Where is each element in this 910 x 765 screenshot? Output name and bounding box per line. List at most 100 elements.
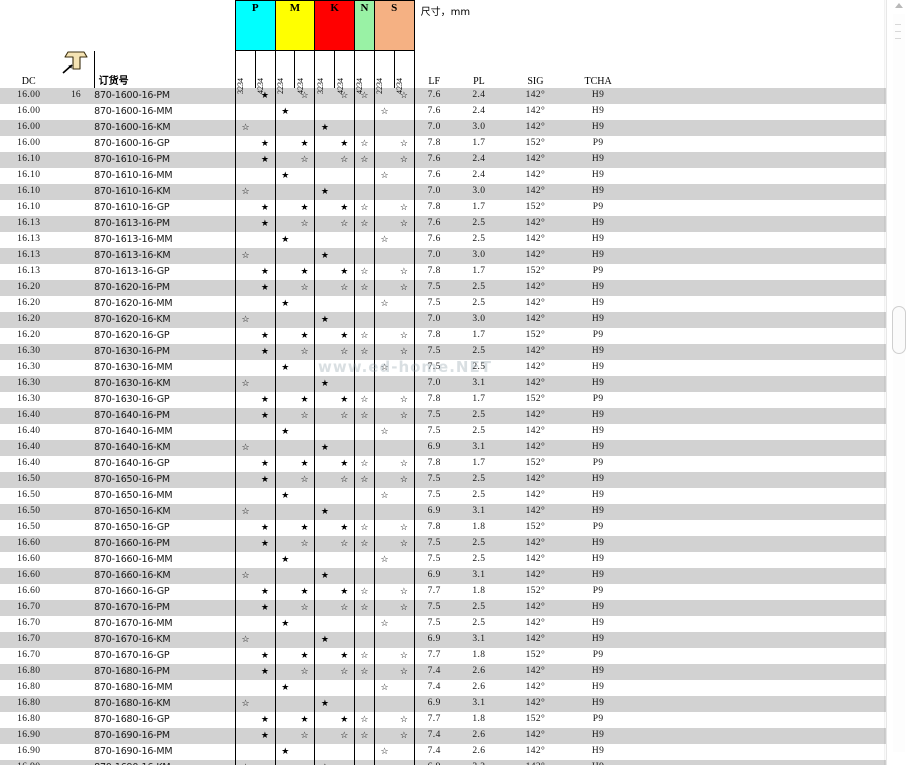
cell-d1 — [57, 423, 95, 440]
cell-pl: 3.0 — [453, 311, 505, 328]
table-row: 16.90 870-1690-16-KM☆ ★ 6.93.2142°H9 — [0, 759, 886, 765]
cell-tail-spacer — [629, 199, 886, 216]
rating-empty — [394, 119, 415, 136]
cell-tail-spacer — [629, 647, 886, 664]
cell-lf: 7.5 — [414, 343, 454, 360]
cell-pl: 2.5 — [453, 535, 505, 552]
header-sig: SIG — [504, 50, 567, 88]
cell-dc: 16.20 — [0, 295, 58, 312]
cell-tail-spacer — [629, 599, 886, 616]
cell-pl: 1.8 — [453, 647, 505, 664]
rating-empty — [394, 375, 415, 392]
rating-star-outline: ☆ — [354, 87, 375, 104]
table-row: 16.90 870-1690-16-PM ★ ☆ ☆ ☆ ☆ 7.4 2.6 142° H9 — [0, 727, 886, 744]
rating-empty — [274, 759, 295, 765]
rating-star-outline: ☆ — [394, 471, 415, 488]
rating-empty — [234, 295, 256, 312]
table-row: 16.40 870-1640-16-PM ★ ☆ ☆ ☆ ☆ 7.5 2.5 142° H9 — [0, 407, 886, 424]
rating-empty — [294, 743, 316, 760]
rating-star-outline: ☆ — [373, 359, 395, 376]
cell-order-number: 870-1600-16-KM — [94, 119, 236, 136]
rating-star-filled: ★ — [314, 439, 335, 456]
cell-order-number: 870-1640-16-MM — [94, 423, 236, 440]
rating-empty — [394, 679, 415, 696]
rating-star-outline: ☆ — [334, 215, 355, 232]
cell-tail-spacer — [629, 679, 886, 696]
cell-d1 — [57, 359, 95, 376]
grade-col-0: 3234 — [234, 50, 256, 94]
rating-star-outline: ☆ — [334, 663, 355, 680]
rating-star-outline: ☆ — [373, 551, 395, 568]
rating-empty — [234, 535, 256, 552]
cell-tcha: H9 — [566, 535, 630, 552]
rating-empty — [354, 183, 375, 200]
header-pl: PL — [453, 50, 505, 88]
cell-tcha: H9 — [566, 471, 630, 488]
cell-order-number: 870-1613-16-GP — [94, 263, 236, 280]
rating-star-outline: ☆ — [294, 727, 316, 744]
rating-star-filled: ★ — [294, 455, 316, 472]
cell-pl: 2.5 — [453, 359, 505, 376]
rating-empty — [314, 583, 335, 600]
cell-lf: 7.8 — [414, 391, 454, 408]
rating-empty — [294, 631, 316, 648]
rating-star-outline: ☆ — [294, 535, 316, 552]
cell-tcha: H9 — [566, 423, 630, 440]
rating-star-filled: ★ — [314, 247, 335, 264]
cell-tail-spacer — [629, 247, 886, 264]
rating-empty — [334, 551, 355, 568]
cell-sig: 152° — [504, 199, 567, 216]
rating-star-outline: ☆ — [394, 151, 415, 168]
rating-empty — [255, 503, 276, 520]
rating-star-filled: ★ — [334, 135, 355, 152]
rating-empty — [373, 631, 395, 648]
cell-order-number: 870-1660-16-PM — [94, 535, 236, 552]
rating-star-filled: ★ — [274, 359, 295, 376]
grade-label: 3234 — [315, 77, 325, 94]
rating-star-outline: ☆ — [394, 647, 415, 664]
cell-pl: 2.4 — [453, 151, 505, 168]
rating-empty — [274, 663, 295, 680]
grade-col-6: 4234 — [354, 50, 375, 94]
cell-dc: 16.70 — [0, 631, 58, 648]
cell-sig: 142° — [504, 631, 567, 648]
rating-empty — [373, 663, 395, 680]
rating-empty — [394, 247, 415, 264]
cell-d1 — [57, 615, 95, 632]
table-row: 16.40 870-1640-16-MM ★ ☆ 7.5 2.5 142° H9 — [0, 423, 886, 440]
header-lf: LF — [414, 50, 454, 88]
rating-star-filled: ★ — [334, 711, 355, 728]
cell-lf: 7.7 — [414, 647, 454, 664]
cell-tail-spacer — [629, 711, 886, 728]
rating-empty — [354, 295, 375, 312]
cell-lf: 7.0 — [414, 375, 454, 392]
cell-lf: 7.0 — [414, 183, 454, 200]
rating-star-filled: ★ — [255, 647, 276, 664]
cell-tail-spacer — [629, 487, 886, 504]
cell-order-number: 870-1650-16-MM — [94, 487, 236, 504]
rating-star-filled: ★ — [334, 647, 355, 664]
cell-lf: 7.6 — [414, 167, 454, 184]
rating-star-filled: ★ — [274, 231, 295, 248]
cell-tcha: H9 — [566, 503, 630, 520]
scroll-up-arrow-icon[interactable] — [895, 3, 903, 8]
cell-d1 — [57, 439, 95, 456]
cell-dc: 16.40 — [0, 455, 58, 472]
rating-empty — [373, 343, 395, 360]
cell-dc: 16.00 — [0, 119, 58, 136]
scrollbar-track[interactable] — [893, 14, 905, 752]
vertical-scrollbar[interactable] — [886, 0, 910, 765]
scrollbar-thumb[interactable] — [892, 306, 906, 354]
cell-order-number: 870-1650-16-GP — [94, 519, 236, 536]
cell-dc: 16.40 — [0, 423, 58, 440]
cell-order-number: 870-1620-16-GP — [94, 327, 236, 344]
rating-empty — [274, 215, 295, 232]
rating-empty — [334, 167, 355, 184]
rating-empty — [274, 711, 295, 728]
cell-lf: 7.5 — [414, 423, 454, 440]
cell-tail-spacer — [629, 215, 886, 232]
rating-empty — [234, 519, 256, 536]
cell-d1 — [57, 407, 95, 424]
cell-sig: 152° — [504, 455, 567, 472]
rating-star-filled: ★ — [314, 567, 335, 584]
